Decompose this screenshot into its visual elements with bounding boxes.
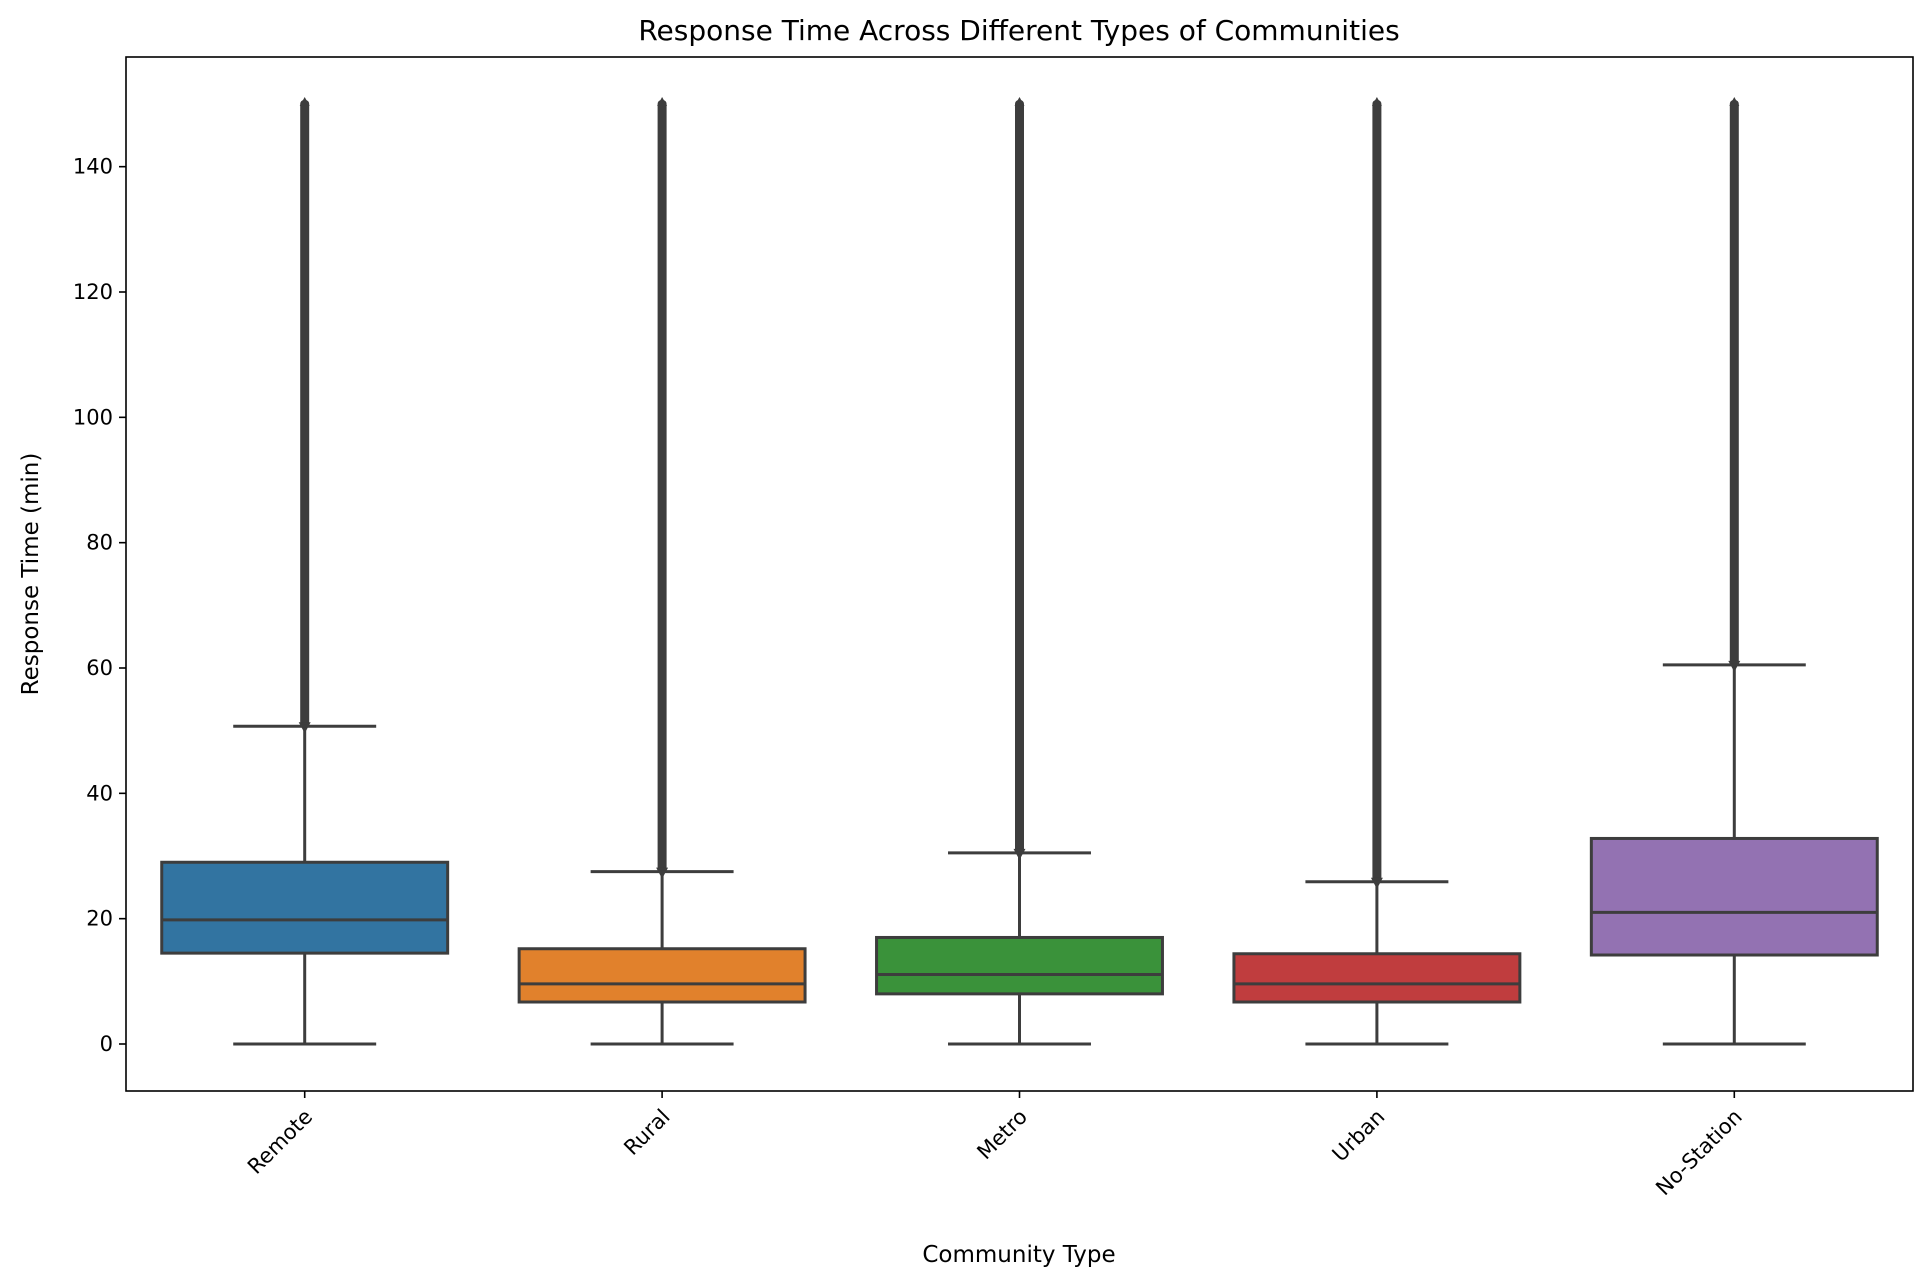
x-axis: Remote Rural Metro Urban No-Station	[243, 1091, 1747, 1200]
box-iqr	[517, 947, 807, 1004]
x-tick-label: Urban	[1328, 1105, 1390, 1167]
plot-frame	[125, 56, 1914, 1092]
x-tick-label: Metro	[972, 1105, 1032, 1165]
box-group-no-station	[1589, 97, 1879, 1046]
outlier-point	[1729, 97, 1740, 106]
y-axis: 0 20 40 60 80 100 120 140	[73, 155, 126, 1056]
outlier-point	[1371, 97, 1382, 106]
outlier-point	[299, 97, 310, 106]
outlier-points	[1372, 100, 1382, 882]
y-axis-label: Response Time (min)	[18, 453, 44, 696]
chart-title: Response Time Across Different Types of …	[638, 14, 1399, 47]
box-iqr	[1232, 952, 1522, 1004]
box-group-remote	[160, 97, 450, 1046]
outlier-points	[1015, 100, 1024, 853]
outlier-points	[300, 100, 310, 727]
outlier-point	[1014, 97, 1025, 106]
x-tick-label: Remote	[243, 1105, 317, 1179]
y-tick-label: 40	[86, 781, 113, 805]
y-tick-label: 20	[86, 907, 113, 931]
outlier-points	[657, 100, 667, 872]
y-tick-label: 100	[73, 405, 113, 429]
box-group-metro	[875, 97, 1164, 1046]
box-group-urban	[1232, 97, 1522, 1046]
x-tick-label: No-Station	[1651, 1105, 1747, 1201]
x-tick-label: Rural	[619, 1105, 674, 1160]
plot-marks	[160, 97, 1879, 1046]
box-iqr	[1589, 836, 1879, 957]
y-tick-label: 120	[73, 280, 113, 304]
y-tick-label: 0	[100, 1032, 113, 1056]
outlier-point	[657, 97, 668, 106]
y-tick-label: 140	[73, 155, 113, 179]
outlier-points	[1729, 100, 1739, 665]
box-iqr	[875, 935, 1164, 996]
y-tick-label: 60	[86, 656, 113, 680]
y-tick-label: 80	[86, 531, 113, 555]
box-iqr	[160, 860, 450, 955]
box-group-rural	[517, 97, 807, 1046]
x-axis-label: Community Type	[922, 1242, 1115, 1268]
